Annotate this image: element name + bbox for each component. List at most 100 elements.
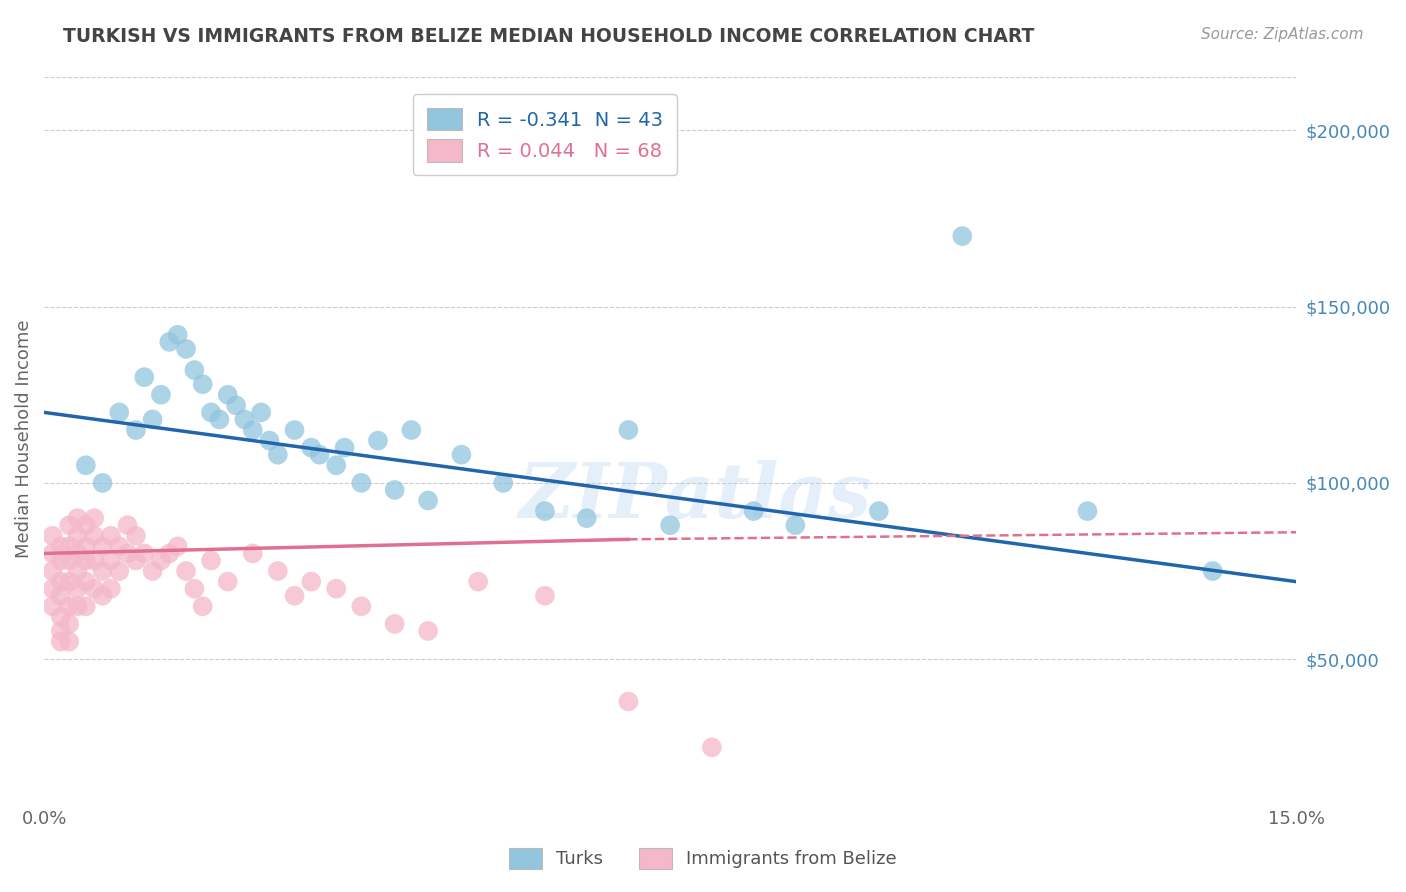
Point	[299, 441, 322, 455]
Point	[66, 546, 89, 560]
Point	[49, 634, 72, 648]
Point	[401, 423, 423, 437]
Point	[66, 529, 89, 543]
Point	[467, 574, 489, 589]
Point	[250, 405, 273, 419]
Point	[100, 529, 122, 543]
Point	[117, 546, 139, 560]
Point	[66, 599, 89, 614]
Point	[492, 475, 515, 490]
Point	[83, 553, 105, 567]
Point	[416, 624, 439, 638]
Point	[950, 229, 973, 244]
Point	[91, 540, 114, 554]
Legend: R = -0.341  N = 43, R = 0.044   N = 68: R = -0.341 N = 43, R = 0.044 N = 68	[413, 95, 676, 176]
Point	[325, 582, 347, 596]
Point	[659, 518, 682, 533]
Point	[58, 599, 80, 614]
Point	[83, 529, 105, 543]
Text: ZIPatlas: ZIPatlas	[519, 459, 872, 533]
Point	[117, 518, 139, 533]
Point	[225, 398, 247, 412]
Point	[785, 518, 807, 533]
Point	[83, 582, 105, 596]
Point	[299, 574, 322, 589]
Point	[108, 405, 131, 419]
Point	[134, 370, 156, 384]
Point	[259, 434, 281, 448]
Point	[742, 504, 765, 518]
Point	[325, 458, 347, 473]
Point	[142, 412, 165, 426]
Point	[41, 529, 63, 543]
Point	[49, 589, 72, 603]
Point	[49, 574, 72, 589]
Point	[83, 511, 105, 525]
Point	[108, 564, 131, 578]
Point	[333, 441, 356, 455]
Point	[75, 574, 97, 589]
Point	[41, 582, 63, 596]
Point	[75, 518, 97, 533]
Point	[350, 599, 373, 614]
Point	[75, 599, 97, 614]
Point	[41, 546, 63, 560]
Point	[350, 475, 373, 490]
Point	[75, 458, 97, 473]
Point	[142, 564, 165, 578]
Point	[41, 564, 63, 578]
Point	[208, 412, 231, 426]
Point	[450, 448, 472, 462]
Point	[174, 342, 197, 356]
Point	[183, 582, 205, 596]
Point	[242, 423, 264, 437]
Text: Source: ZipAtlas.com: Source: ZipAtlas.com	[1201, 27, 1364, 42]
Point	[166, 540, 188, 554]
Point	[75, 553, 97, 567]
Legend: Turks, Immigrants from Belize: Turks, Immigrants from Belize	[502, 840, 904, 876]
Point	[75, 540, 97, 554]
Point	[217, 574, 239, 589]
Point	[66, 564, 89, 578]
Point	[49, 624, 72, 638]
Point	[91, 564, 114, 578]
Point	[575, 511, 598, 525]
Point	[384, 616, 406, 631]
Point	[58, 634, 80, 648]
Point	[157, 546, 180, 560]
Point	[91, 475, 114, 490]
Point	[149, 553, 172, 567]
Point	[58, 574, 80, 589]
Point	[41, 599, 63, 614]
Point	[66, 582, 89, 596]
Point	[217, 388, 239, 402]
Point	[700, 740, 723, 755]
Point	[283, 589, 305, 603]
Y-axis label: Median Household Income: Median Household Income	[15, 319, 32, 558]
Point	[149, 388, 172, 402]
Point	[267, 448, 290, 462]
Point	[100, 582, 122, 596]
Point	[1202, 564, 1225, 578]
Point	[166, 327, 188, 342]
Point	[308, 448, 330, 462]
Point	[242, 546, 264, 560]
Point	[66, 511, 89, 525]
Point	[49, 540, 72, 554]
Point	[233, 412, 256, 426]
Point	[125, 553, 148, 567]
Point	[200, 553, 222, 567]
Point	[134, 546, 156, 560]
Point	[384, 483, 406, 497]
Point	[125, 423, 148, 437]
Point	[191, 599, 214, 614]
Point	[183, 363, 205, 377]
Point	[108, 540, 131, 554]
Point	[200, 405, 222, 419]
Point	[125, 529, 148, 543]
Point	[191, 377, 214, 392]
Point	[58, 553, 80, 567]
Point	[283, 423, 305, 437]
Point	[58, 540, 80, 554]
Point	[267, 564, 290, 578]
